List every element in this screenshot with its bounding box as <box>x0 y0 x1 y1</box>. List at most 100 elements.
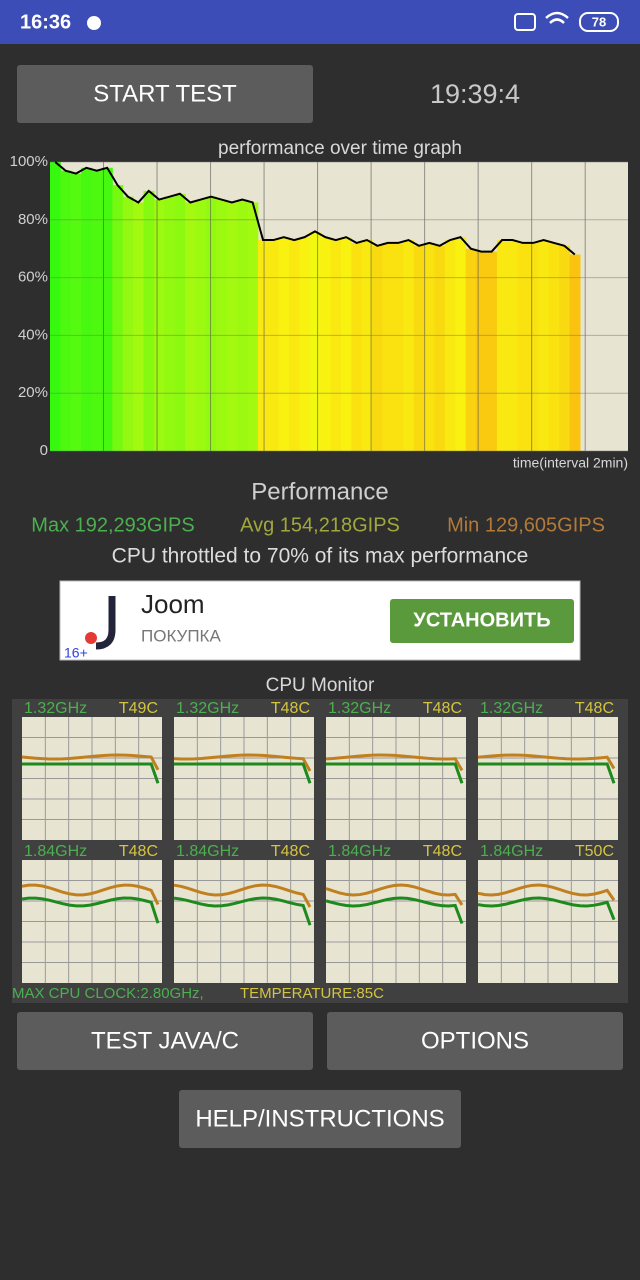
core-temperature: T48C <box>119 843 158 860</box>
core-temperature: T48C <box>271 843 310 860</box>
performance-bar <box>528 242 539 451</box>
core-frequency: 1.32GHz <box>480 700 543 717</box>
core-frequency: 1.84GHz <box>480 843 543 860</box>
performance-bar <box>268 240 280 451</box>
performance-bar <box>444 240 456 451</box>
core-temperature: T48C <box>423 843 462 860</box>
help-label: HELP/INSTRUCTIONS <box>195 1105 444 1132</box>
battery <box>579 12 619 32</box>
core-temp-trace <box>325 753 464 772</box>
performance-bar <box>153 199 165 451</box>
performance-bar <box>205 196 217 451</box>
core-frequency: 1.32GHz <box>24 700 87 717</box>
y-tick-label: 40% <box>18 326 48 343</box>
performance-bar <box>403 240 415 451</box>
performance-bar <box>361 240 373 451</box>
y-tick-label: 20% <box>18 384 48 401</box>
battery-level: 78 <box>592 14 606 29</box>
core-frequency: 1.84GHz <box>24 843 87 860</box>
performance-bar <box>278 237 290 451</box>
performance-bar <box>434 245 446 451</box>
ad-age: 16+ <box>64 645 88 661</box>
performance-bar <box>559 245 571 451</box>
performance-bar <box>465 248 477 451</box>
performance-bar <box>538 240 550 451</box>
core-freq-trace <box>325 896 464 925</box>
core-freq-trace <box>22 762 160 784</box>
start-label: START TEST <box>93 80 237 107</box>
performance-bar <box>289 240 300 451</box>
ad-install-button[interactable] <box>390 599 574 643</box>
core-temperature: T49C <box>119 700 158 717</box>
performance-bar <box>81 167 93 451</box>
performance-bar <box>257 240 269 451</box>
core-frequency: 1.84GHz <box>328 843 391 860</box>
performance-bar <box>309 231 321 451</box>
core-temp-trace <box>477 753 616 770</box>
core-temperature: T48C <box>423 700 462 717</box>
performance-bar <box>226 202 238 451</box>
test-button[interactable] <box>17 1012 313 1070</box>
performance-bar <box>185 202 196 451</box>
core-temp-trace <box>173 883 312 908</box>
min-stat: Min 129,605GIPS <box>447 514 605 536</box>
performance-bar <box>101 167 113 451</box>
performance-bar <box>174 193 186 452</box>
core-temperature: T48C <box>575 700 614 717</box>
start-button[interactable] <box>17 65 313 123</box>
performance-bar <box>496 240 508 451</box>
y-tick-label: 0 <box>40 442 48 459</box>
ad-logo <box>95 596 116 650</box>
performance-bar <box>517 242 529 451</box>
graph-title: performance over time graph <box>218 138 462 159</box>
avg-stat: Avg 154,218GIPS <box>240 514 400 536</box>
core-freq-trace <box>173 896 312 926</box>
performance-bar <box>247 202 259 451</box>
performance-bar <box>237 199 248 451</box>
status-time: 16:36 <box>20 11 71 33</box>
max-stat: Max 192,293GIPS <box>31 514 194 536</box>
core-frequency: 1.84GHz <box>176 843 239 860</box>
performance-title: Performance <box>251 478 388 505</box>
core-frequency: 1.32GHz <box>176 700 239 717</box>
core-temp-trace <box>173 753 312 772</box>
core-freq-trace <box>174 762 312 784</box>
performance-bar <box>164 196 176 451</box>
cpu-monitor-title: CPU Monitor <box>266 675 375 696</box>
ad-name: Joom <box>141 589 205 619</box>
plot: 0 20% 40% 60% 80% 100% <box>10 153 628 459</box>
core-temp-trace <box>21 753 160 771</box>
performance-bar <box>351 242 363 451</box>
wifi-icon <box>545 11 569 24</box>
performance-bar <box>320 237 332 451</box>
performance-bar <box>413 245 425 451</box>
performance-line <box>54 161 576 256</box>
core-temperature: T48C <box>271 700 310 717</box>
performance-bar <box>70 173 82 451</box>
sim-icon <box>514 13 536 31</box>
performance-bar <box>122 196 134 451</box>
performance-bar <box>507 240 519 451</box>
timer: 19:39:4 <box>430 79 520 109</box>
status-icon <box>87 16 101 30</box>
cores: 1.32GHz T49C 1.32GHz T48C 1.32GHz T48C 1.32GHz… <box>21 700 618 983</box>
performance-bar <box>330 240 342 451</box>
performance-bar <box>60 170 72 452</box>
help-button[interactable] <box>179 1090 461 1148</box>
performance-bar <box>195 199 207 451</box>
y-tick-label: 80% <box>18 211 48 228</box>
performance-bar <box>340 237 352 451</box>
performance-bar <box>424 242 436 451</box>
options-button[interactable] <box>327 1012 623 1070</box>
performance-bar <box>372 245 384 451</box>
y-tick-label: 100% <box>10 153 48 170</box>
ad-category: ПОКУПКА <box>141 626 221 645</box>
performance-bar <box>112 185 124 451</box>
performance-bar <box>91 170 103 452</box>
core-freq-trace <box>326 762 464 784</box>
core-temp-trace <box>325 883 464 906</box>
core-temp-trace <box>21 883 160 906</box>
status-bar <box>0 0 640 44</box>
x-axis-label: time(interval 2min) <box>513 455 628 471</box>
performance-bar <box>392 242 404 451</box>
